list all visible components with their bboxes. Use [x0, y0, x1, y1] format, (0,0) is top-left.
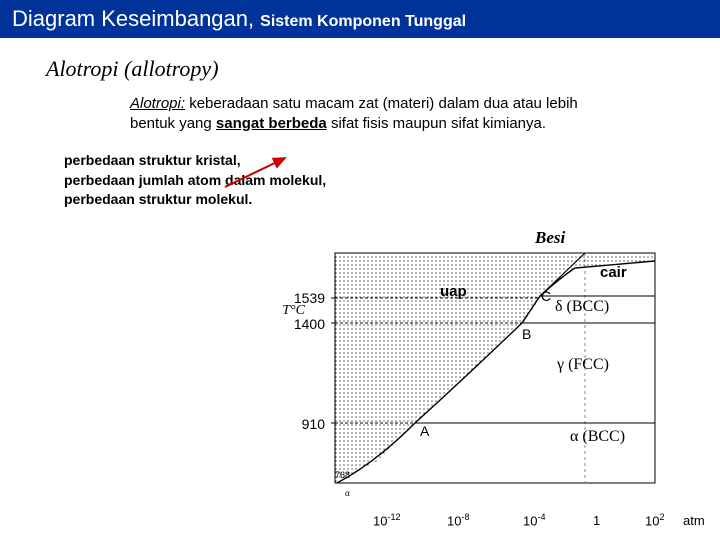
- header-main: Diagram Keseimbangan,: [12, 6, 254, 32]
- point-B: B: [522, 326, 531, 342]
- def-text2: sifat fisis maupun sifat kimianya.: [327, 115, 546, 132]
- sublist-item: perbedaan struktur molekul.: [64, 190, 680, 210]
- sublist: perbedaan struktur kristal, perbedaan ju…: [64, 151, 680, 210]
- point-C: C: [541, 288, 551, 304]
- y-tick: 1539: [275, 290, 325, 306]
- content: Alotropi (allotropy) Alotropi: keberadaa…: [0, 38, 720, 220]
- point-A: A: [420, 423, 429, 439]
- sublist-item: perbedaan jumlah atom dalam molekul,: [64, 171, 680, 191]
- y-tick: 910: [275, 416, 325, 432]
- region-alpha: α (BCC): [570, 428, 625, 446]
- region-uap: uap: [440, 283, 467, 300]
- svg-text:768: 768: [335, 470, 350, 480]
- svg-text:α: α: [345, 488, 350, 498]
- x-tick-unit: atm: [683, 513, 705, 528]
- chart-svg: 768 α: [275, 228, 705, 528]
- x-tick: 10-4: [523, 512, 546, 528]
- region-cair: cair: [600, 264, 627, 281]
- def-emph: sangat berbeda: [216, 115, 327, 132]
- definition: Alotropi: keberadaan satu macam zat (mat…: [130, 94, 620, 133]
- x-tick: 10-12: [373, 512, 401, 528]
- region-gamma: γ (FCC): [557, 356, 609, 374]
- def-term: Alotropi:: [130, 95, 185, 112]
- x-tick: 102: [645, 512, 665, 528]
- phase-diagram: Besi 768 α: [275, 228, 705, 528]
- sublist-item: perbedaan struktur kristal,: [64, 151, 680, 171]
- y-tick: 1400: [275, 316, 325, 332]
- x-tick: 1: [593, 513, 600, 528]
- section-title: Alotropi (allotropy): [46, 56, 680, 82]
- title-bar: Diagram Keseimbangan, Sistem Komponen Tu…: [0, 0, 720, 38]
- region-delta: δ (BCC): [555, 298, 609, 316]
- x-tick: 10-8: [447, 512, 470, 528]
- header-sub: Sistem Komponen Tunggal: [260, 13, 466, 31]
